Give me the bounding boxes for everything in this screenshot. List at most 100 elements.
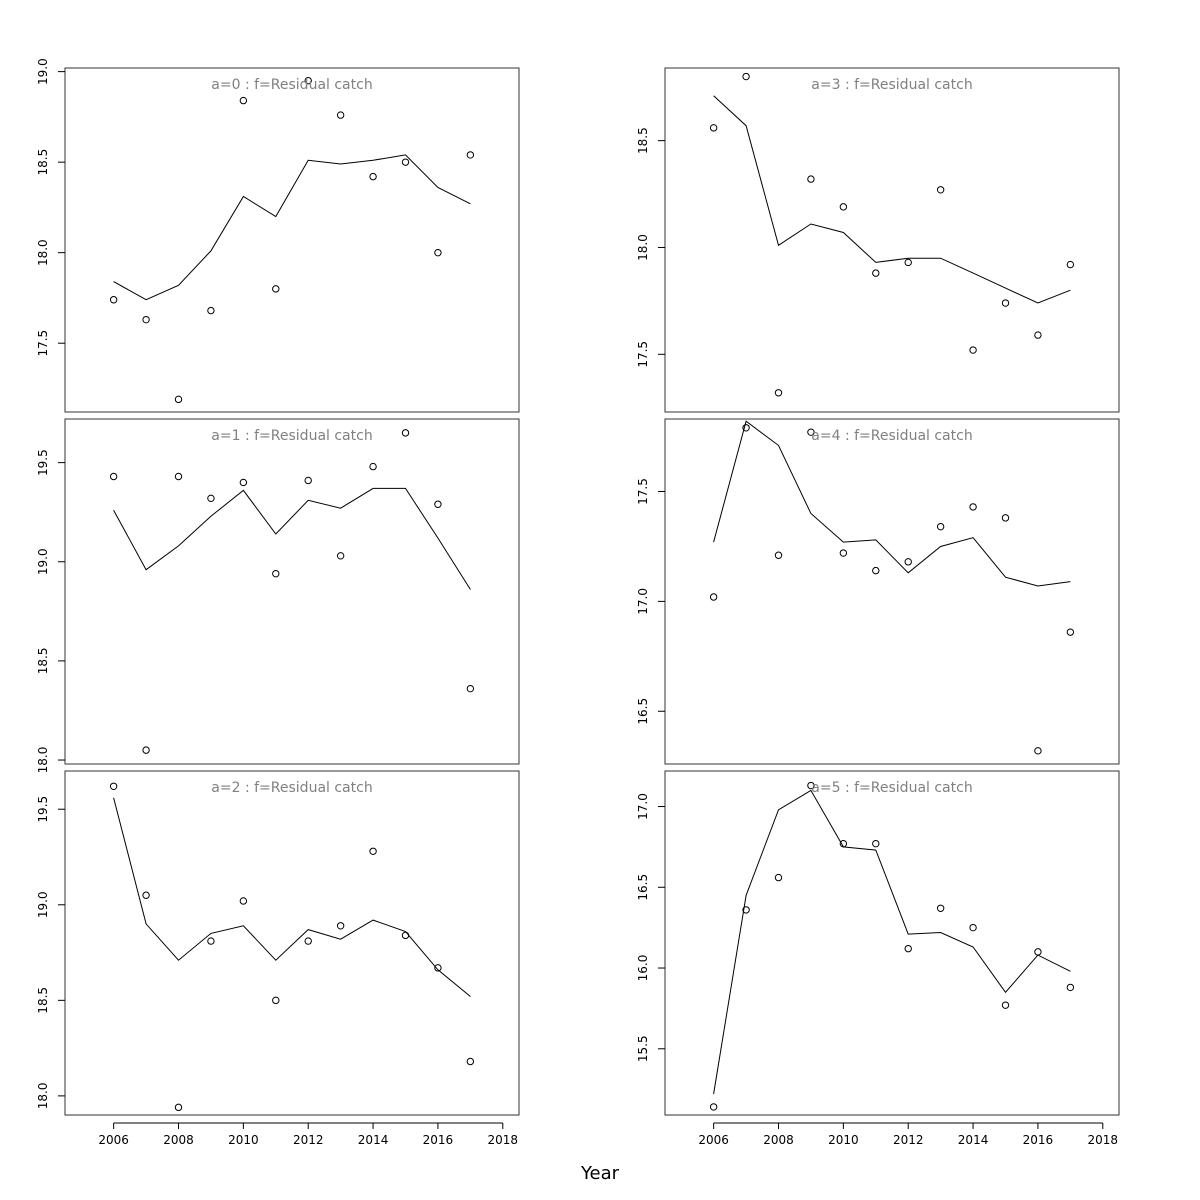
y-tick-label: 18.5 (36, 987, 50, 1014)
y-tick-label: 18.0 (36, 1083, 50, 1110)
observed-point (304, 76, 312, 85)
observed-point (207, 306, 215, 315)
y-tick-label: 19.0 (36, 548, 50, 575)
observed-point (239, 96, 248, 105)
panel-frame (64, 770, 520, 1116)
observed-point (434, 500, 442, 508)
observed-point (336, 111, 345, 119)
observed-point (709, 1103, 718, 1111)
observed-point (239, 897, 248, 905)
x-tick-label: 2016 (423, 1133, 454, 1147)
observed-point (807, 428, 815, 436)
panel-title: a=0 : f=Residual catch (211, 77, 372, 93)
panel-3: 17.5 18.0 18.5 a=3 : f=Residual catch (636, 67, 1120, 413)
panel-title: a=4 : f=Residual catch (811, 428, 972, 444)
y-tick-label: 18.0 (636, 234, 650, 261)
observed-point (904, 258, 912, 267)
observed-point (774, 551, 783, 559)
observed-point (369, 172, 377, 181)
observed-point (936, 904, 945, 912)
y-tick-label: 16.0 (636, 955, 650, 982)
panel-frame (664, 67, 1120, 413)
panel-title: a=1 : f=Residual catch (211, 428, 372, 444)
observed-point (1001, 299, 1010, 307)
panels-group: 17.5 18.0 18.5 19.0 a=0 : f=Residual catch 18… (36, 58, 1120, 1147)
panel-frame (664, 418, 1120, 765)
observed-point (272, 285, 280, 293)
observed-point (207, 494, 215, 503)
observed-point (709, 124, 718, 132)
panel-2: 18.0 18.5 19.0 19.5 2006 2008 2010 2012 2014 2016… (36, 770, 520, 1147)
observed-point (872, 269, 880, 277)
y-tick-label: 18.0 (36, 239, 50, 266)
observed-point (109, 782, 118, 790)
fitted-line (113, 797, 471, 997)
observed-point (142, 891, 150, 899)
observed-point (174, 395, 183, 404)
observed-point (401, 931, 410, 940)
x-tick-label: 2014 (358, 1133, 389, 1147)
observed-point (839, 203, 848, 211)
y-tick-label: 19.0 (36, 58, 50, 85)
observed-point (1001, 514, 1010, 522)
observed-point (1066, 983, 1075, 992)
x-tick-label: 2012 (293, 1133, 324, 1147)
y-tick-label: 16.5 (636, 698, 650, 725)
observed-point (1034, 747, 1042, 755)
observed-point (434, 964, 442, 972)
observed-point (109, 472, 118, 481)
observed-point (434, 248, 442, 257)
fitted-line (713, 420, 1071, 587)
observed-point (174, 1103, 183, 1112)
observed-point (466, 1057, 475, 1066)
observed-point (904, 944, 912, 953)
observed-point (969, 923, 977, 932)
observed-point (142, 315, 150, 324)
observed-point (1066, 628, 1075, 636)
y-tick-label: 17.5 (636, 341, 650, 368)
panel-0: 17.5 18.0 18.5 19.0 a=0 : f=Residual catch (36, 58, 520, 413)
y-tick-label: 17.0 (636, 793, 650, 820)
observed-point (807, 781, 815, 790)
x-tick-label: 2010 (228, 1133, 259, 1147)
observed-point (774, 389, 783, 397)
observed-point (936, 186, 945, 194)
observed-point (336, 922, 345, 930)
observed-point (709, 593, 718, 601)
y-tick-label: 19.0 (36, 891, 50, 918)
observed-point (174, 472, 183, 481)
observed-point (936, 522, 945, 531)
x-tick-label: 2018 (1088, 1133, 1119, 1147)
panel-1: 18.0 18.5 19.0 19.5 a=1 : f=Residual catch (36, 418, 520, 773)
observed-point (369, 462, 377, 471)
panel-title: a=2 : f=Residual catch (211, 780, 372, 796)
panel-4: 16.5 17.0 17.5 a=4 : f=Residual catch (636, 418, 1120, 765)
observed-point (904, 558, 912, 566)
y-tick-label: 17.5 (636, 478, 650, 505)
x-tick-label: 2006 (98, 1133, 129, 1147)
y-tick-label: 19.5 (36, 796, 50, 823)
observed-point (207, 937, 215, 945)
observed-point (807, 175, 815, 183)
x-tick-label: 2014 (958, 1133, 989, 1147)
observed-point (109, 296, 118, 304)
observed-point (401, 429, 410, 437)
y-tick-label: 17.0 (636, 588, 650, 615)
observed-point (1001, 1001, 1010, 1009)
observed-point (839, 549, 848, 557)
y-tick-label: 18.5 (36, 648, 50, 675)
observed-point (969, 503, 977, 511)
observed-point (272, 996, 280, 1005)
observed-point (1066, 260, 1075, 269)
y-tick-label: 15.5 (636, 1035, 650, 1062)
x-tick-label: 2006 (698, 1133, 729, 1147)
x-tick-label: 2016 (1023, 1133, 1054, 1147)
x-tick-label: 2010 (828, 1133, 859, 1147)
observed-point (239, 478, 248, 487)
panel-title: a=3 : f=Residual catch (811, 77, 972, 93)
observed-point (742, 906, 750, 914)
observed-point (142, 746, 150, 754)
fitted-line (113, 154, 471, 301)
fitted-line (713, 95, 1071, 304)
